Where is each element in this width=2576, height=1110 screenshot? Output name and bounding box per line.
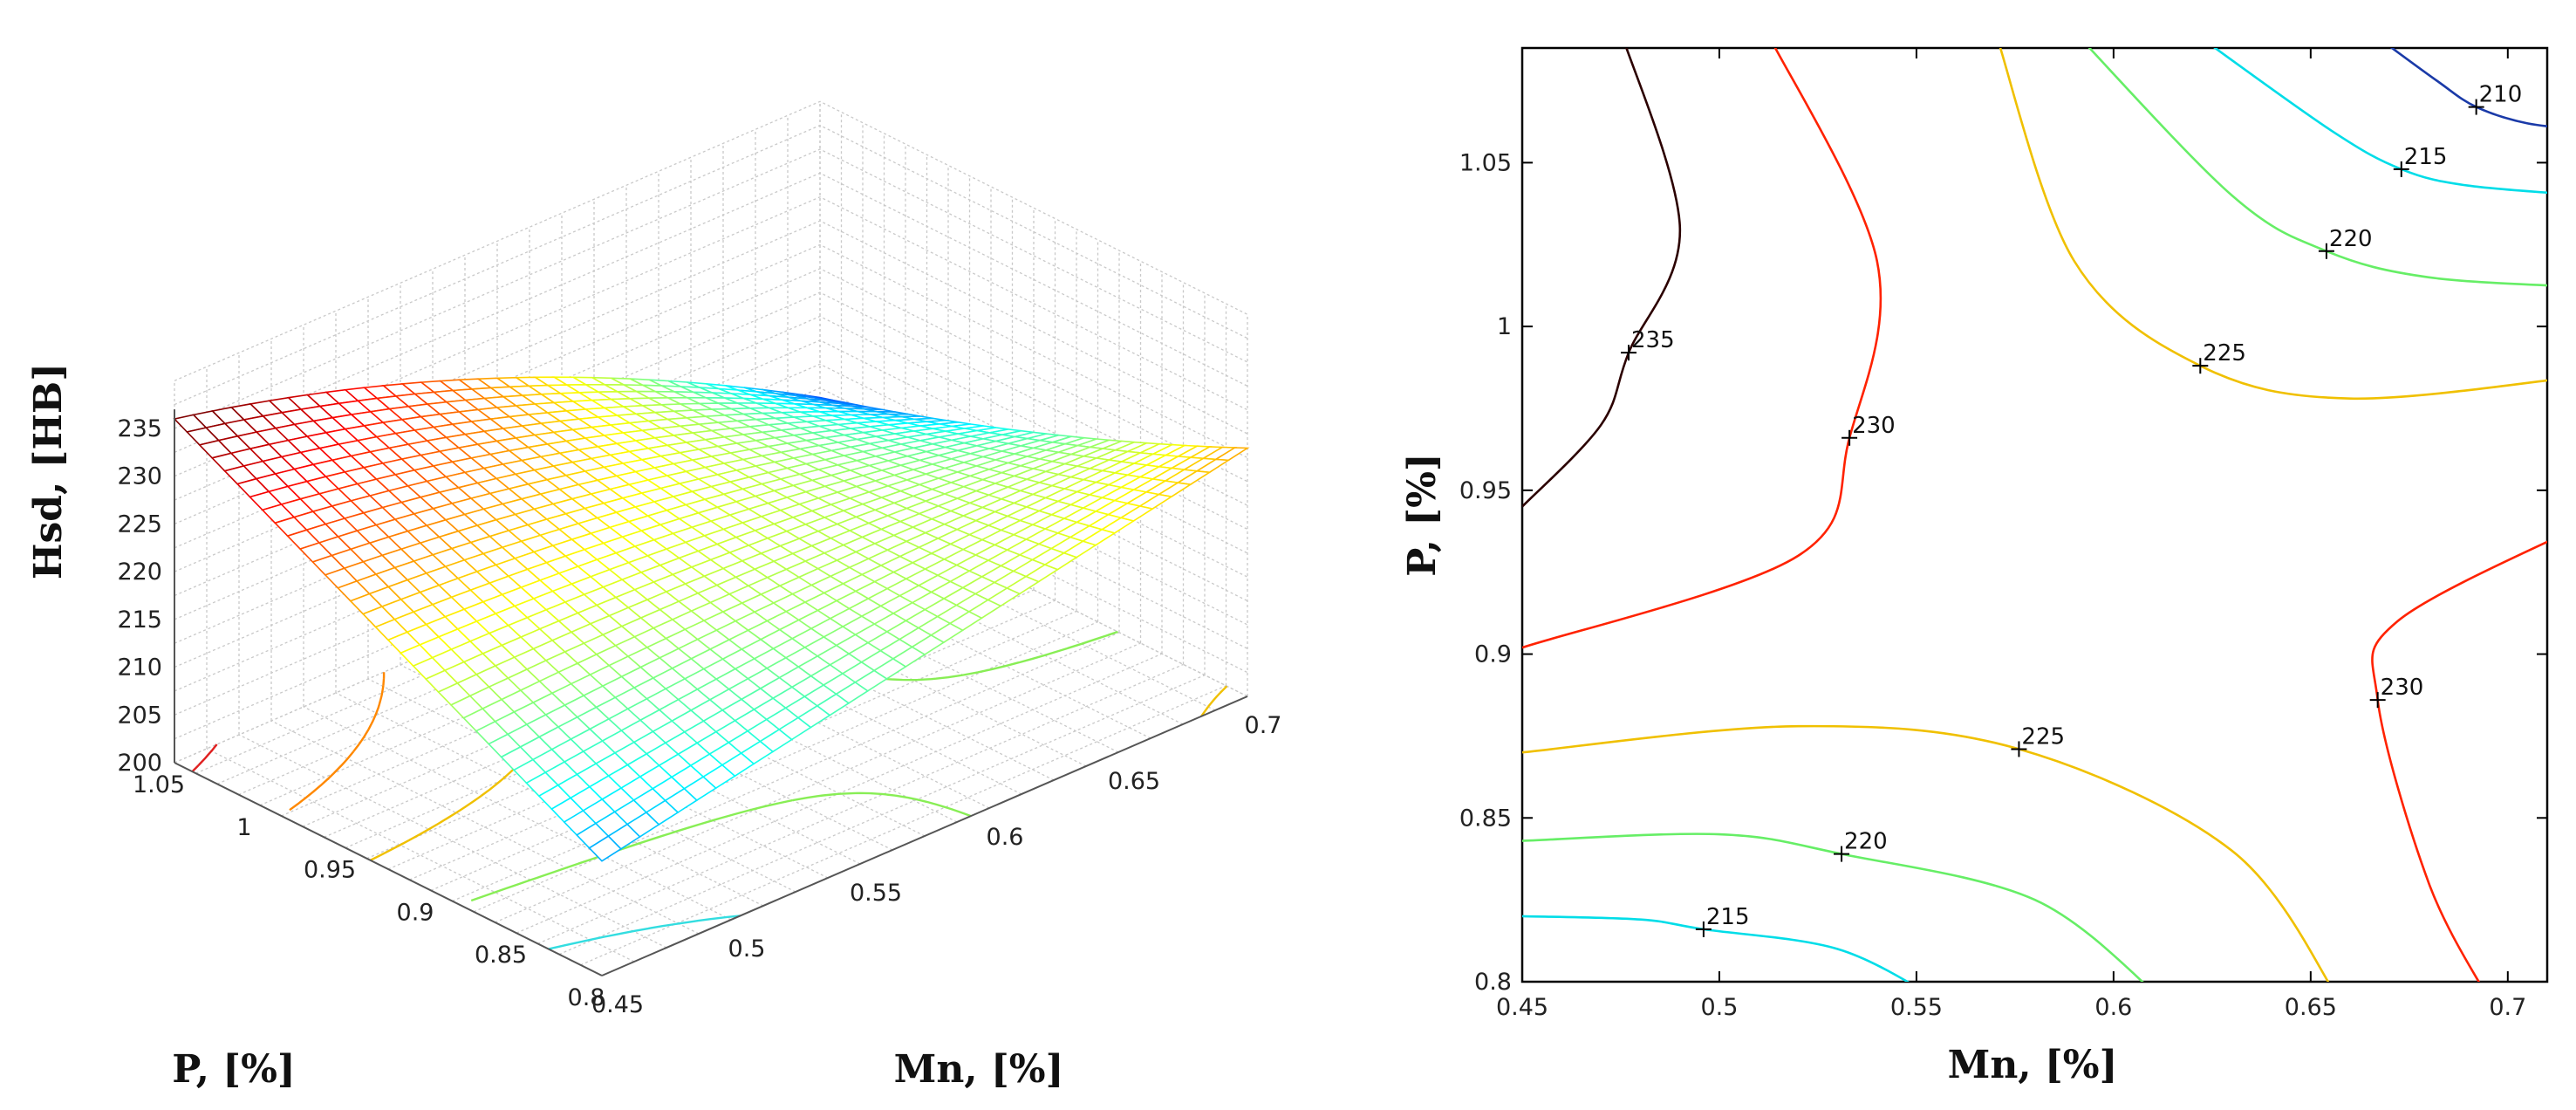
grid-line — [537, 663, 1184, 944]
surface-zlabel: Hsd, [HB] — [26, 363, 71, 579]
surface-y-tick: 0.9 — [397, 899, 434, 926]
grid-line — [174, 172, 1248, 453]
grid-line — [174, 268, 1248, 549]
surface-z-tick: 200 — [117, 750, 162, 777]
contour-line-215 — [1522, 915, 1910, 982]
contour-y-tick: 0.8 — [1474, 969, 1512, 996]
contour-line-235 — [1522, 48, 1682, 508]
contour-label: 215 — [1706, 904, 1750, 930]
contour-y-tick: 0.85 — [1459, 805, 1512, 832]
surface-y-tick: 0.8 — [568, 984, 605, 1011]
contour-line-225 — [1522, 724, 2330, 982]
grid-line — [270, 720, 700, 935]
grid-line — [367, 678, 796, 893]
surface-x-tick: 0.6 — [987, 824, 1024, 851]
surface-mesh — [173, 376, 1250, 862]
surface-y-axis — [174, 762, 603, 976]
contour-label: 225 — [2203, 340, 2246, 367]
grid-line — [206, 748, 635, 963]
grid-line — [174, 124, 1248, 406]
grid-line — [174, 100, 1248, 381]
surface-y-tick: 0.95 — [304, 857, 356, 884]
surface-x-tick: 0.65 — [1108, 768, 1160, 795]
contour-x-tick: 0.7 — [2489, 994, 2526, 1021]
floor-contour-230 — [289, 672, 386, 812]
surface-z-tick: 230 — [117, 463, 162, 490]
surface-z-tick: 225 — [117, 510, 162, 538]
contour-label: 210 — [2479, 82, 2523, 108]
surface-x-tick: 0.45 — [591, 991, 644, 1018]
contour-plot: 0.45 0.5 0.55 0.6 0.65 0.7 0.8 0.85 0.9 0.95 1 1.05… — [1400, 46, 2549, 1087]
contour-label: 220 — [2329, 226, 2373, 252]
surface-z-tick: 205 — [117, 702, 162, 729]
surface-x-axis — [601, 695, 1248, 976]
contour-label: 235 — [1631, 327, 1675, 353]
grid-line — [238, 734, 667, 949]
grid-line — [580, 685, 1227, 966]
contour-label: 230 — [2381, 675, 2424, 701]
surface-xlabel: Mn, [%] — [894, 1047, 1064, 1092]
surface-x-tick: 0.55 — [850, 880, 902, 907]
contour-ylabel: P, [%] — [1400, 453, 1445, 577]
surface-z-tick: 210 — [117, 654, 162, 682]
contour-label: 220 — [1844, 829, 1888, 855]
contour-x-tick: 0.65 — [2285, 994, 2337, 1021]
grid-line — [174, 148, 1248, 429]
contour-y-tick: 1.05 — [1459, 149, 1512, 176]
surface-x-tick: 0.7 — [1245, 712, 1282, 739]
floor-contour-235 — [191, 743, 218, 773]
contour-x-tick: 0.6 — [2094, 994, 2132, 1021]
contour-y-tick: 0.9 — [1474, 641, 1512, 668]
contour-ticks: 0.45 0.5 0.55 0.6 0.65 0.7 0.8 0.85 0.9 0.95 1 1.05 — [1459, 48, 2547, 1021]
surface-y-tick: 1.05 — [133, 771, 185, 798]
grid-line — [335, 692, 764, 907]
grid-line — [174, 243, 1248, 525]
surface-z-tick: 235 — [117, 415, 162, 442]
contour-x-tick: 0.45 — [1496, 994, 1548, 1021]
contour-line-220 — [2087, 48, 2547, 287]
surface-plot: 0.45 0.5 0.55 0.6 0.65 0.7 0.8 0.85 0.9 0.95 1 1.05… — [26, 100, 1281, 1092]
grid-line — [473, 632, 1120, 913]
contour-xlabel: Mn, [%] — [1948, 1043, 2118, 1087]
contour-x-tick: 0.55 — [1890, 994, 1943, 1021]
grid-line — [174, 195, 1248, 477]
contour-frame — [1520, 46, 2549, 983]
surface-z-tick: 215 — [117, 606, 162, 634]
grid-line — [174, 291, 1248, 572]
contour-y-tick: 1 — [1497, 313, 1512, 340]
surface-axes: 0.45 0.5 0.55 0.6 0.65 0.7 0.8 0.85 0.9 0.95 1 1.05… — [117, 409, 1281, 1018]
surface-ylabel: P, [%] — [172, 1047, 296, 1092]
contour-line-215 — [2213, 48, 2547, 195]
contour-labels: 235 230 230 225 225 220 220 215 215 210 — [1621, 82, 2522, 937]
surface-cell — [588, 835, 623, 862]
surface-y-tick: 1 — [236, 814, 251, 841]
contour-label: 215 — [2404, 144, 2448, 170]
contour-x-tick: 0.5 — [1700, 994, 1738, 1021]
surface-x-tick: 0.5 — [728, 935, 766, 963]
contour-y-tick: 0.95 — [1459, 477, 1512, 504]
surface-z-tick: 220 — [117, 558, 162, 586]
surface-y-tick: 0.85 — [475, 942, 527, 969]
contour-label: 230 — [1852, 413, 1896, 439]
grid-line — [303, 706, 732, 921]
grid-line — [558, 675, 1206, 956]
contour-label: 225 — [2021, 723, 2065, 750]
grid-line — [174, 220, 1248, 501]
grid-line — [495, 642, 1141, 923]
grid-line — [452, 621, 1098, 902]
